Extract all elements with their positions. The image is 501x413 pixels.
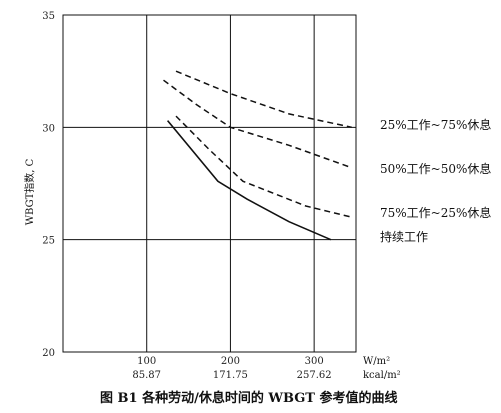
y-tick-label-30: 30 <box>42 123 55 134</box>
y-tick-labels: 20 25 30 35 <box>42 11 55 359</box>
series-line-1 <box>175 70 352 129</box>
x-tick-labels: 100 85.87 200 171.75 300 257.62 <box>132 356 331 381</box>
x-tick-label-100: 100 <box>137 356 156 367</box>
y-tick-label-25: 25 <box>42 236 55 247</box>
series-label-2: 50%工作~50%休息 <box>380 161 491 176</box>
series-label-3: 75%工作~25%休息 <box>380 205 491 220</box>
y-tick-label-35: 35 <box>42 11 55 22</box>
series-line-4 <box>166 120 332 241</box>
series-lines <box>163 70 353 241</box>
x-axis-title-wm2: W/m² <box>363 356 390 367</box>
series-label-4: 持续工作 <box>380 229 428 244</box>
y-tick-label-20: 20 <box>42 348 55 359</box>
plot-frame <box>62 14 357 353</box>
series-line-3 <box>175 115 352 218</box>
x-tick-kcal-200: 171.75 <box>213 370 248 381</box>
series-label-1: 25%工作~75%休息 <box>380 117 491 132</box>
x-tick-kcal-300: 257.62 <box>297 370 332 381</box>
x-axis-title-kcal: kcal/m² <box>363 370 401 381</box>
figure-caption: 图 B1 各种劳动/休息时间的 WBGT 参考值的曲线 <box>100 390 398 406</box>
grid <box>62 14 357 353</box>
x-tick-kcal-100: 85.87 <box>132 370 161 381</box>
x-tick-label-300: 300 <box>305 356 324 367</box>
y-axis-title: WBGT指数, C <box>23 158 36 225</box>
x-tick-label-200: 200 <box>221 356 240 367</box>
series-line-2 <box>163 79 353 169</box>
